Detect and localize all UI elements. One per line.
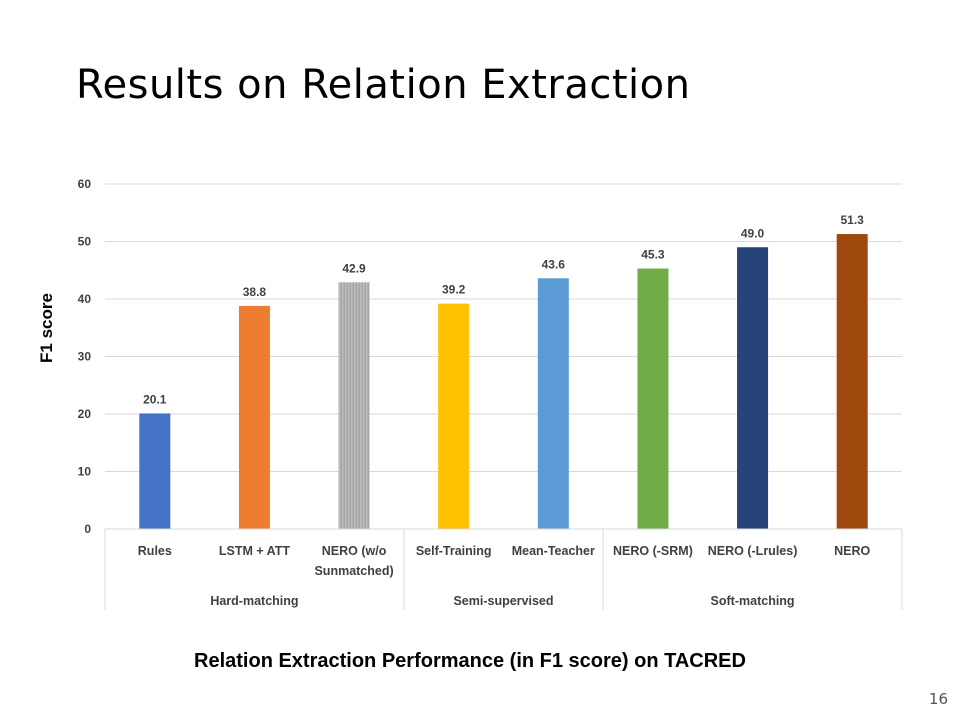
bar: [139, 413, 171, 529]
data-label: 49.0: [741, 226, 765, 240]
y-tick-label: 50: [78, 235, 92, 249]
x-tick-label: NERO (-Lrules): [708, 544, 798, 558]
data-label: 51.3: [841, 213, 865, 227]
group-label: Hard-matching: [210, 594, 298, 608]
bar: [537, 278, 569, 529]
data-label: 43.6: [542, 257, 566, 271]
bars: [139, 234, 868, 529]
bar: [737, 247, 769, 529]
bar: [338, 282, 370, 529]
data-labels: 20.1 38.8 42.9 39.2 43.6 45.3 49.0 51.3: [143, 213, 864, 406]
data-label: 20.1: [143, 392, 167, 406]
page-number: 16: [928, 690, 948, 708]
slide-title: Results on Relation Extraction: [76, 62, 691, 108]
y-axis-title: F1 score: [37, 293, 56, 363]
axes: 0 10 20 30 40 50 60 Rules LSTM + ATT NERO (w/o Sun…: [78, 177, 903, 610]
x-tick-label: NERO (-SRM): [613, 544, 693, 558]
x-tick-label: NERO (w/o: [322, 544, 387, 558]
group-label: Semi-supervised: [453, 594, 553, 608]
group-label: Soft-matching: [711, 594, 795, 608]
y-tick-label: 40: [78, 292, 92, 306]
bar: [238, 305, 270, 529]
x-tick-label: NERO: [834, 544, 870, 558]
x-tick-label: LSTM + ATT: [219, 544, 291, 558]
data-label: 42.9: [342, 261, 366, 275]
data-label: 45.3: [641, 248, 665, 262]
y-tick-label: 60: [78, 177, 92, 191]
x-tick-label: Rules: [138, 544, 172, 558]
data-label: 39.2: [442, 283, 466, 297]
bar: [836, 234, 868, 529]
chart-caption: Relation Extraction Performance (in F1 s…: [194, 650, 746, 672]
bar: [637, 268, 669, 529]
y-tick-label: 20: [78, 407, 92, 421]
x-tick-label: Mean-Teacher: [512, 544, 595, 558]
gridlines: [105, 183, 902, 472]
y-tick-label: 30: [78, 350, 92, 364]
bar: [438, 303, 470, 529]
x-tick-label: Sunmatched): [314, 564, 393, 578]
x-tick-label: Self-Training: [416, 544, 492, 558]
data-label: 38.8: [243, 285, 267, 299]
y-tick-label: 10: [78, 465, 92, 479]
y-tick-label: 0: [84, 522, 91, 536]
